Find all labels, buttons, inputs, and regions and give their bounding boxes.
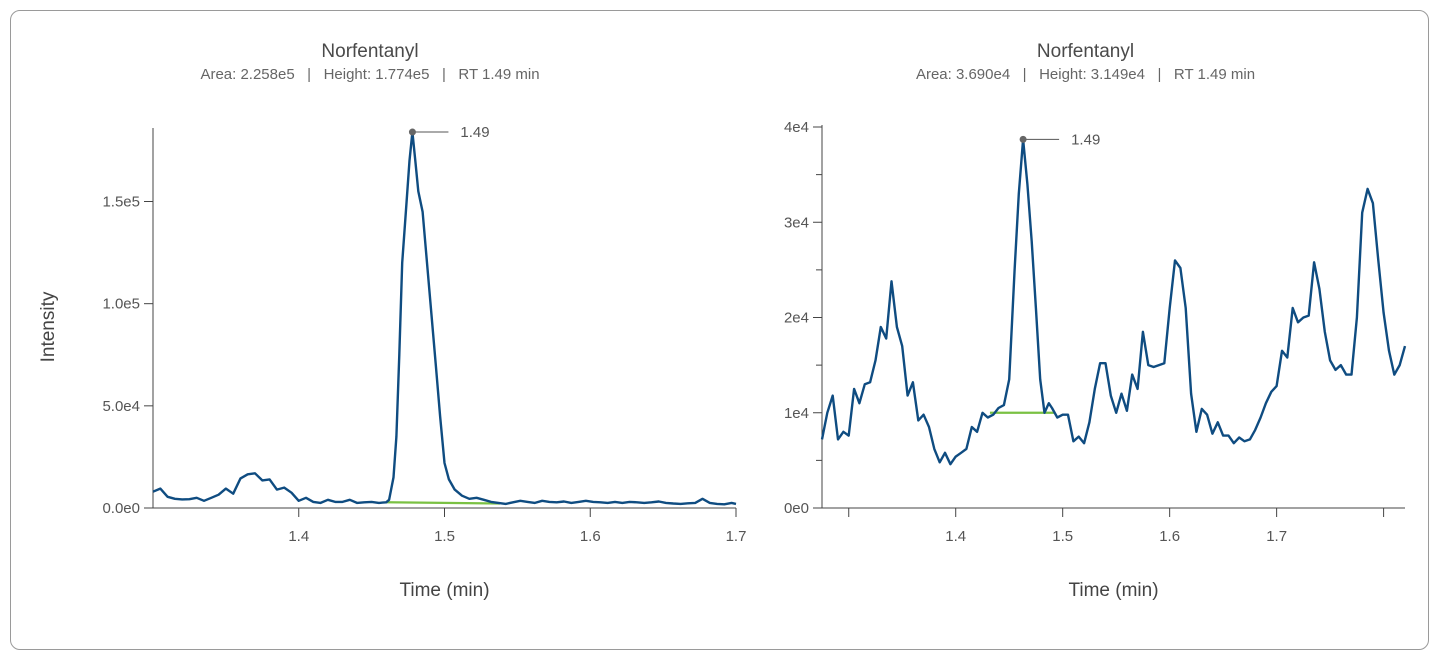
chart-subtitle: Area: 2.258e5 | Height: 1.774e5 | RT 1.4… xyxy=(200,66,540,83)
integration-baseline xyxy=(386,501,500,505)
chart-panel xyxy=(10,10,1429,650)
chart-title: Norfentanyl xyxy=(321,41,419,62)
chromatogram-plot-left: 0.0e0 5.0e4 1.0e5 1.5e5 1.4 1.5 1.6 1.7 Time (mi… xyxy=(38,124,746,601)
y-tick-label: 2e4 xyxy=(784,310,809,327)
chart-subtitle: Area: 3.690e4 | Height: 3.149e4 | RT 1.4… xyxy=(915,66,1256,83)
y-tick-label: 1e4 xyxy=(784,405,809,422)
x-tick-label: 1.6 xyxy=(1159,528,1180,545)
chromatogram-chart-right: Norfentanyl Area: 3.690e4 | Height: 3.14… xyxy=(740,0,1431,630)
chromatogram-plot-right: 0e0 1e4 2e4 3e4 4e4 1.4 1.5 1.6 1.7 Time (min) 1.4… xyxy=(784,119,1407,601)
x-axis-label: Time (min) xyxy=(1068,580,1158,601)
y-tick-label: 1.0e5 xyxy=(102,296,140,313)
chart-title: Norfentanyl xyxy=(1036,41,1135,62)
x-tick-label: 1.7 xyxy=(1266,528,1287,545)
y-tick-label: 5.0e4 xyxy=(102,398,140,415)
x-axis-label: Time (min) xyxy=(399,580,489,601)
chromatogram-chart-left: Norfentanyl Area: 2.258e5 | Height: 1.77… xyxy=(38,41,746,601)
x-tick-label: 1.6 xyxy=(580,528,601,545)
x-tick-label: 1.5 xyxy=(434,528,455,545)
peak-marker xyxy=(1019,135,1027,143)
y-tick-label: 1.5e5 xyxy=(102,194,140,211)
y-axis-label: Intensity xyxy=(38,291,59,362)
y-tick-label: 3e4 xyxy=(784,214,809,231)
y-tick-label: 0.0e0 xyxy=(102,500,140,517)
chromatogram-trace xyxy=(820,138,1407,466)
y-tick-label: 4e4 xyxy=(784,119,809,136)
x-tick-label: 1.5 xyxy=(1052,528,1073,545)
x-tick-label: 1.4 xyxy=(288,528,309,545)
chromatogram-trace xyxy=(152,130,737,506)
peak-rt-label: 1.49 xyxy=(1071,131,1100,148)
peak-marker xyxy=(408,128,416,136)
x-tick-label: 1.7 xyxy=(726,528,747,545)
peak-rt-label: 1.49 xyxy=(460,124,489,141)
y-tick-label: 0e0 xyxy=(784,500,809,517)
x-tick-label: 1.4 xyxy=(945,528,966,545)
